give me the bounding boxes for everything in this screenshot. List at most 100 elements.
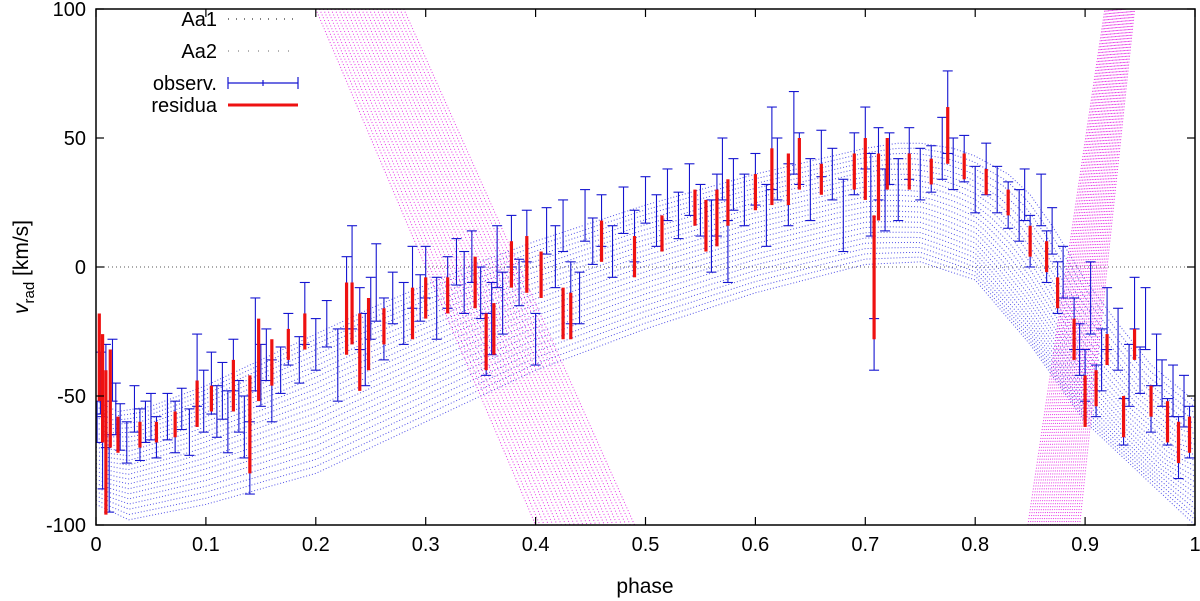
observation-point: [211, 385, 222, 438]
aa1-model-curve: [96, 163, 1195, 430]
y-axis-title: vrad [km/s]: [10, 220, 38, 314]
aa2-model-curve-left: [357, 9, 584, 525]
aa2-model-curve-right: [1079, 9, 1136, 525]
observation-point: [1151, 333, 1162, 387]
aa1-model-curve: [96, 261, 1195, 525]
x-tick-label: 1: [1189, 534, 1200, 556]
observation-point: [451, 238, 462, 286]
aa2-model-curve-left: [334, 9, 558, 525]
aa2-model-curve-right: [1072, 9, 1132, 525]
observation-point: [695, 183, 706, 237]
observation-point: [1096, 328, 1107, 392]
observation-point: [550, 225, 561, 289]
observation-errorbars: [96, 70, 1195, 513]
observation-point: [651, 194, 662, 247]
x-tick-label: 0.2: [302, 534, 330, 556]
x-tick-label: 0.5: [632, 534, 660, 556]
observation-point: [321, 299, 332, 348]
legend-label-observ: observ.: [153, 73, 217, 95]
observation-point: [140, 400, 151, 443]
x-axis-title: phase: [616, 575, 673, 598]
observation-point: [541, 207, 552, 255]
observation-point: [431, 276, 442, 340]
observation-point: [239, 395, 250, 459]
aa1-model-curve: [96, 221, 1195, 483]
observation-point: [805, 158, 816, 222]
observation-point: [706, 199, 717, 273]
aa2-model-curve-right: [1074, 9, 1133, 525]
aa2-model-curve-right: [1065, 9, 1128, 525]
aa1-model-curve: [96, 189, 1195, 452]
x-tick-label: 0: [90, 534, 101, 556]
aa2-model-curve-right: [1070, 9, 1130, 525]
aa2-model-curve-left: [365, 9, 592, 525]
aa2-model-curve-left: [372, 9, 601, 525]
y-tick-label: 100: [53, 0, 86, 21]
observation-point: [893, 158, 904, 222]
aa2-model-curve-left: [342, 9, 567, 525]
chart-legend: Aa1 Aa2 observ. residua: [151, 9, 299, 117]
aa1-model-curve: [96, 194, 1195, 457]
aa2-model-curve-left: [368, 9, 597, 525]
legend-label-residua: residua: [151, 95, 217, 117]
observation-point: [332, 328, 343, 402]
y-axis-title-unit: [km/s]: [10, 220, 33, 282]
observation-point: [574, 271, 585, 325]
observation-point: [1074, 323, 1085, 376]
aa1-model-curve: [96, 247, 1195, 510]
y-tick-label: 50: [64, 128, 86, 150]
observation-point: [176, 387, 187, 431]
aa1-model-curve: [96, 256, 1195, 520]
observation-point: [761, 183, 772, 247]
observation-point: [371, 243, 382, 322]
observation-point: [717, 137, 728, 201]
observation-point: [129, 385, 140, 433]
x-tick-label: 0.4: [522, 534, 550, 556]
observation-point: [728, 158, 739, 211]
aa1-model-curve: [96, 215, 1195, 477]
observation-point: [684, 163, 695, 216]
observation-point: [1019, 168, 1030, 222]
observation-point: [618, 186, 629, 235]
x-tick-label: 0.6: [741, 534, 769, 556]
observation-point: [580, 189, 591, 242]
observation-point: [607, 225, 618, 278]
observation-point: [398, 281, 409, 345]
x-tick-label: 0.8: [961, 534, 989, 556]
observation-point: [145, 392, 156, 441]
observation-point: [261, 328, 272, 382]
residual-segments: [97, 107, 1192, 515]
aa2-model-curve-left: [384, 9, 614, 525]
observation-point: [415, 274, 426, 322]
observation-point: [948, 137, 959, 191]
aa1-model-curve: [96, 158, 1195, 426]
x-tick-label: 0.9: [1071, 534, 1099, 556]
observation-point: [1135, 346, 1146, 394]
observation-point: [217, 361, 228, 420]
observation-point: [587, 217, 598, 265]
observation-point: [492, 225, 503, 289]
observation-point: [992, 165, 1003, 214]
aa2-model-curve-left: [322, 9, 545, 525]
observation-point: [1014, 189, 1025, 242]
aa2-model-curve-left: [338, 9, 562, 525]
observation-point: [1036, 173, 1047, 227]
aa2-model-curve-left: [319, 9, 541, 525]
legend-sample-observ: [227, 77, 299, 89]
observation-point: [827, 147, 838, 201]
observation-point: [1140, 287, 1151, 351]
aa1-model-curve: [96, 184, 1195, 447]
y-tick-label: -100: [46, 515, 86, 537]
plot-area: [96, 9, 1195, 525]
observation-point: [970, 165, 981, 214]
observation-point: [915, 147, 926, 201]
aa2-model-curve-left: [376, 9, 605, 525]
aa1-model-curve: [96, 251, 1195, 515]
aa2-model-curve-left: [380, 9, 610, 525]
observation-point: [459, 250, 470, 314]
y-tick-label: 0: [75, 257, 86, 279]
y-tick-label: -50: [57, 386, 86, 408]
y-axis-title-symbol: v: [10, 302, 33, 314]
